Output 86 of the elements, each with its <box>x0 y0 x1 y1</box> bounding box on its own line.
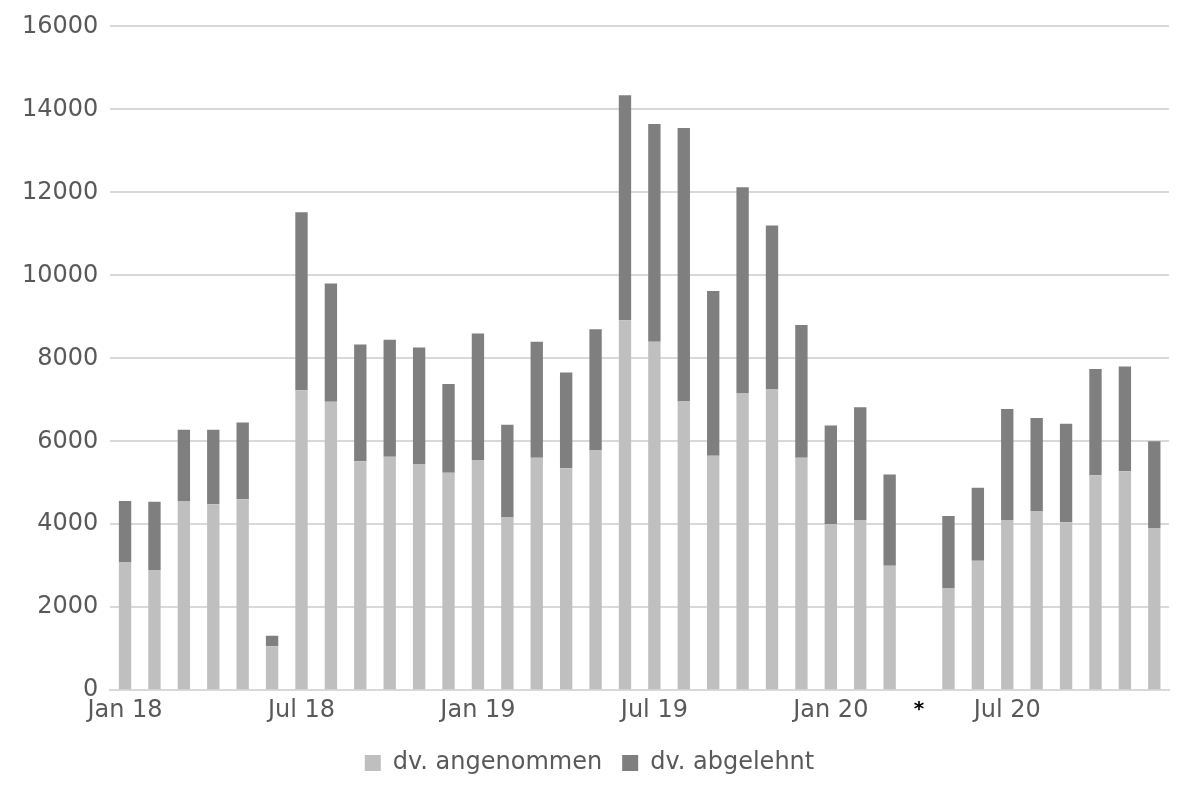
legend-label: dv. angenommen <box>392 747 603 776</box>
y-tick-label: 10000 <box>21 259 99 288</box>
y-tick-label: 14000 <box>21 93 99 122</box>
bar <box>971 560 985 690</box>
bar <box>295 212 308 391</box>
bar <box>1001 408 1014 521</box>
bar <box>442 472 455 690</box>
x-tick-label: Jan 19 <box>438 694 516 723</box>
bar <box>1089 369 1102 476</box>
x-tick-label: Jul 18 <box>265 694 336 723</box>
legend-label: dv. abgelehnt <box>650 747 815 776</box>
bar <box>442 384 455 473</box>
bar <box>1148 528 1161 690</box>
bar <box>559 468 573 690</box>
bar <box>677 128 690 402</box>
bar <box>383 339 396 457</box>
bar <box>883 565 896 690</box>
bar <box>207 504 220 690</box>
bar <box>942 515 955 589</box>
bar <box>795 325 808 458</box>
bar <box>236 499 249 690</box>
bar <box>765 225 779 390</box>
bar <box>471 459 485 690</box>
bar <box>795 457 808 690</box>
bar <box>854 520 867 690</box>
bar <box>118 501 132 563</box>
bar <box>1148 441 1161 529</box>
bar <box>530 341 543 458</box>
bar <box>295 390 308 690</box>
bar <box>1059 522 1073 690</box>
bar <box>1089 475 1102 690</box>
bar <box>501 517 514 690</box>
bar <box>177 501 191 690</box>
bar <box>118 562 132 690</box>
bar <box>1001 520 1014 690</box>
bar <box>148 501 161 570</box>
bar <box>824 425 837 525</box>
bar <box>324 401 338 690</box>
bar <box>1059 423 1073 523</box>
bar <box>1030 510 1043 690</box>
y-tick-label: 12000 <box>21 176 99 205</box>
bar <box>618 320 632 690</box>
bar <box>383 456 396 690</box>
bar <box>412 464 426 690</box>
bar <box>354 461 367 690</box>
bar <box>971 487 985 561</box>
bar <box>501 424 514 518</box>
bar <box>412 347 426 465</box>
bar <box>648 123 661 342</box>
bar <box>942 588 955 690</box>
bar <box>559 372 573 469</box>
y-tick-label: 8000 <box>37 342 99 371</box>
x-tick-label: Jul 19 <box>618 694 688 723</box>
bar <box>648 341 661 690</box>
y-tick-label: 16000 <box>21 10 99 39</box>
bar <box>148 569 161 690</box>
bar <box>236 422 249 500</box>
bar <box>1118 471 1132 690</box>
bar <box>677 401 690 690</box>
bar <box>589 329 602 451</box>
bar <box>618 95 632 321</box>
y-tick-label: 6000 <box>37 425 99 454</box>
bar <box>707 455 720 690</box>
bar <box>736 187 749 394</box>
bar <box>854 407 867 521</box>
y-tick-label: 4000 <box>37 508 99 537</box>
bar <box>1030 418 1043 511</box>
bar <box>177 429 191 502</box>
bar <box>707 291 720 456</box>
x-tick-label: Jul 20 <box>971 694 1041 723</box>
bar <box>207 429 220 505</box>
bar <box>1118 366 1132 472</box>
y-tick-label: 2000 <box>37 591 99 620</box>
bar <box>765 389 779 690</box>
bar <box>471 333 485 460</box>
bar <box>324 283 338 402</box>
bar <box>736 393 749 690</box>
bar <box>265 646 279 690</box>
bar <box>883 474 896 566</box>
bar <box>530 457 543 690</box>
bar <box>589 450 602 690</box>
bar <box>824 524 837 690</box>
text: * <box>913 696 925 721</box>
x-tick-label: Jan 20 <box>791 694 869 723</box>
bar <box>354 344 367 462</box>
bar <box>265 635 279 647</box>
